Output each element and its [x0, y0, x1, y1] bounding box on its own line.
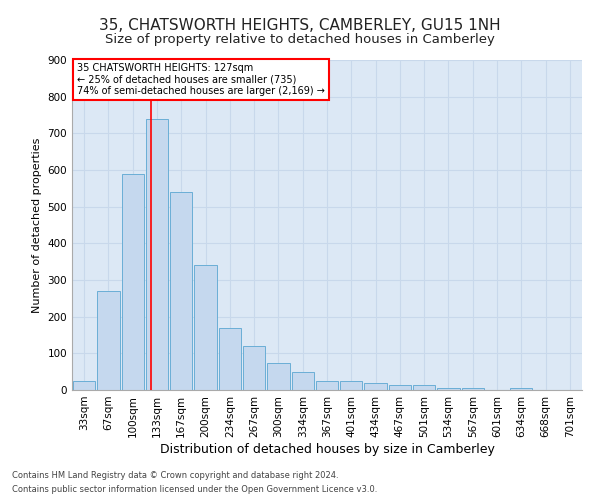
- Y-axis label: Number of detached properties: Number of detached properties: [32, 138, 42, 312]
- Bar: [510, 388, 532, 390]
- Text: Contains HM Land Registry data © Crown copyright and database right 2024.: Contains HM Land Registry data © Crown c…: [12, 470, 338, 480]
- Bar: [73, 381, 95, 390]
- Text: 35 CHATSWORTH HEIGHTS: 127sqm
← 25% of detached houses are smaller (735)
74% of : 35 CHATSWORTH HEIGHTS: 127sqm ← 25% of d…: [77, 64, 325, 96]
- Bar: [364, 382, 387, 390]
- Bar: [122, 174, 144, 390]
- Text: Contains public sector information licensed under the Open Government Licence v3: Contains public sector information licen…: [12, 486, 377, 494]
- Text: Size of property relative to detached houses in Camberley: Size of property relative to detached ho…: [105, 32, 495, 46]
- Bar: [267, 362, 290, 390]
- Bar: [437, 388, 460, 390]
- Bar: [316, 381, 338, 390]
- Bar: [461, 388, 484, 390]
- Bar: [340, 381, 362, 390]
- Bar: [97, 291, 119, 390]
- Bar: [194, 266, 217, 390]
- Bar: [413, 384, 436, 390]
- Bar: [146, 118, 168, 390]
- Bar: [389, 384, 411, 390]
- Text: 35, CHATSWORTH HEIGHTS, CAMBERLEY, GU15 1NH: 35, CHATSWORTH HEIGHTS, CAMBERLEY, GU15 …: [99, 18, 501, 32]
- X-axis label: Distribution of detached houses by size in Camberley: Distribution of detached houses by size …: [160, 442, 494, 456]
- Bar: [243, 346, 265, 390]
- Bar: [170, 192, 193, 390]
- Bar: [292, 372, 314, 390]
- Bar: [218, 328, 241, 390]
